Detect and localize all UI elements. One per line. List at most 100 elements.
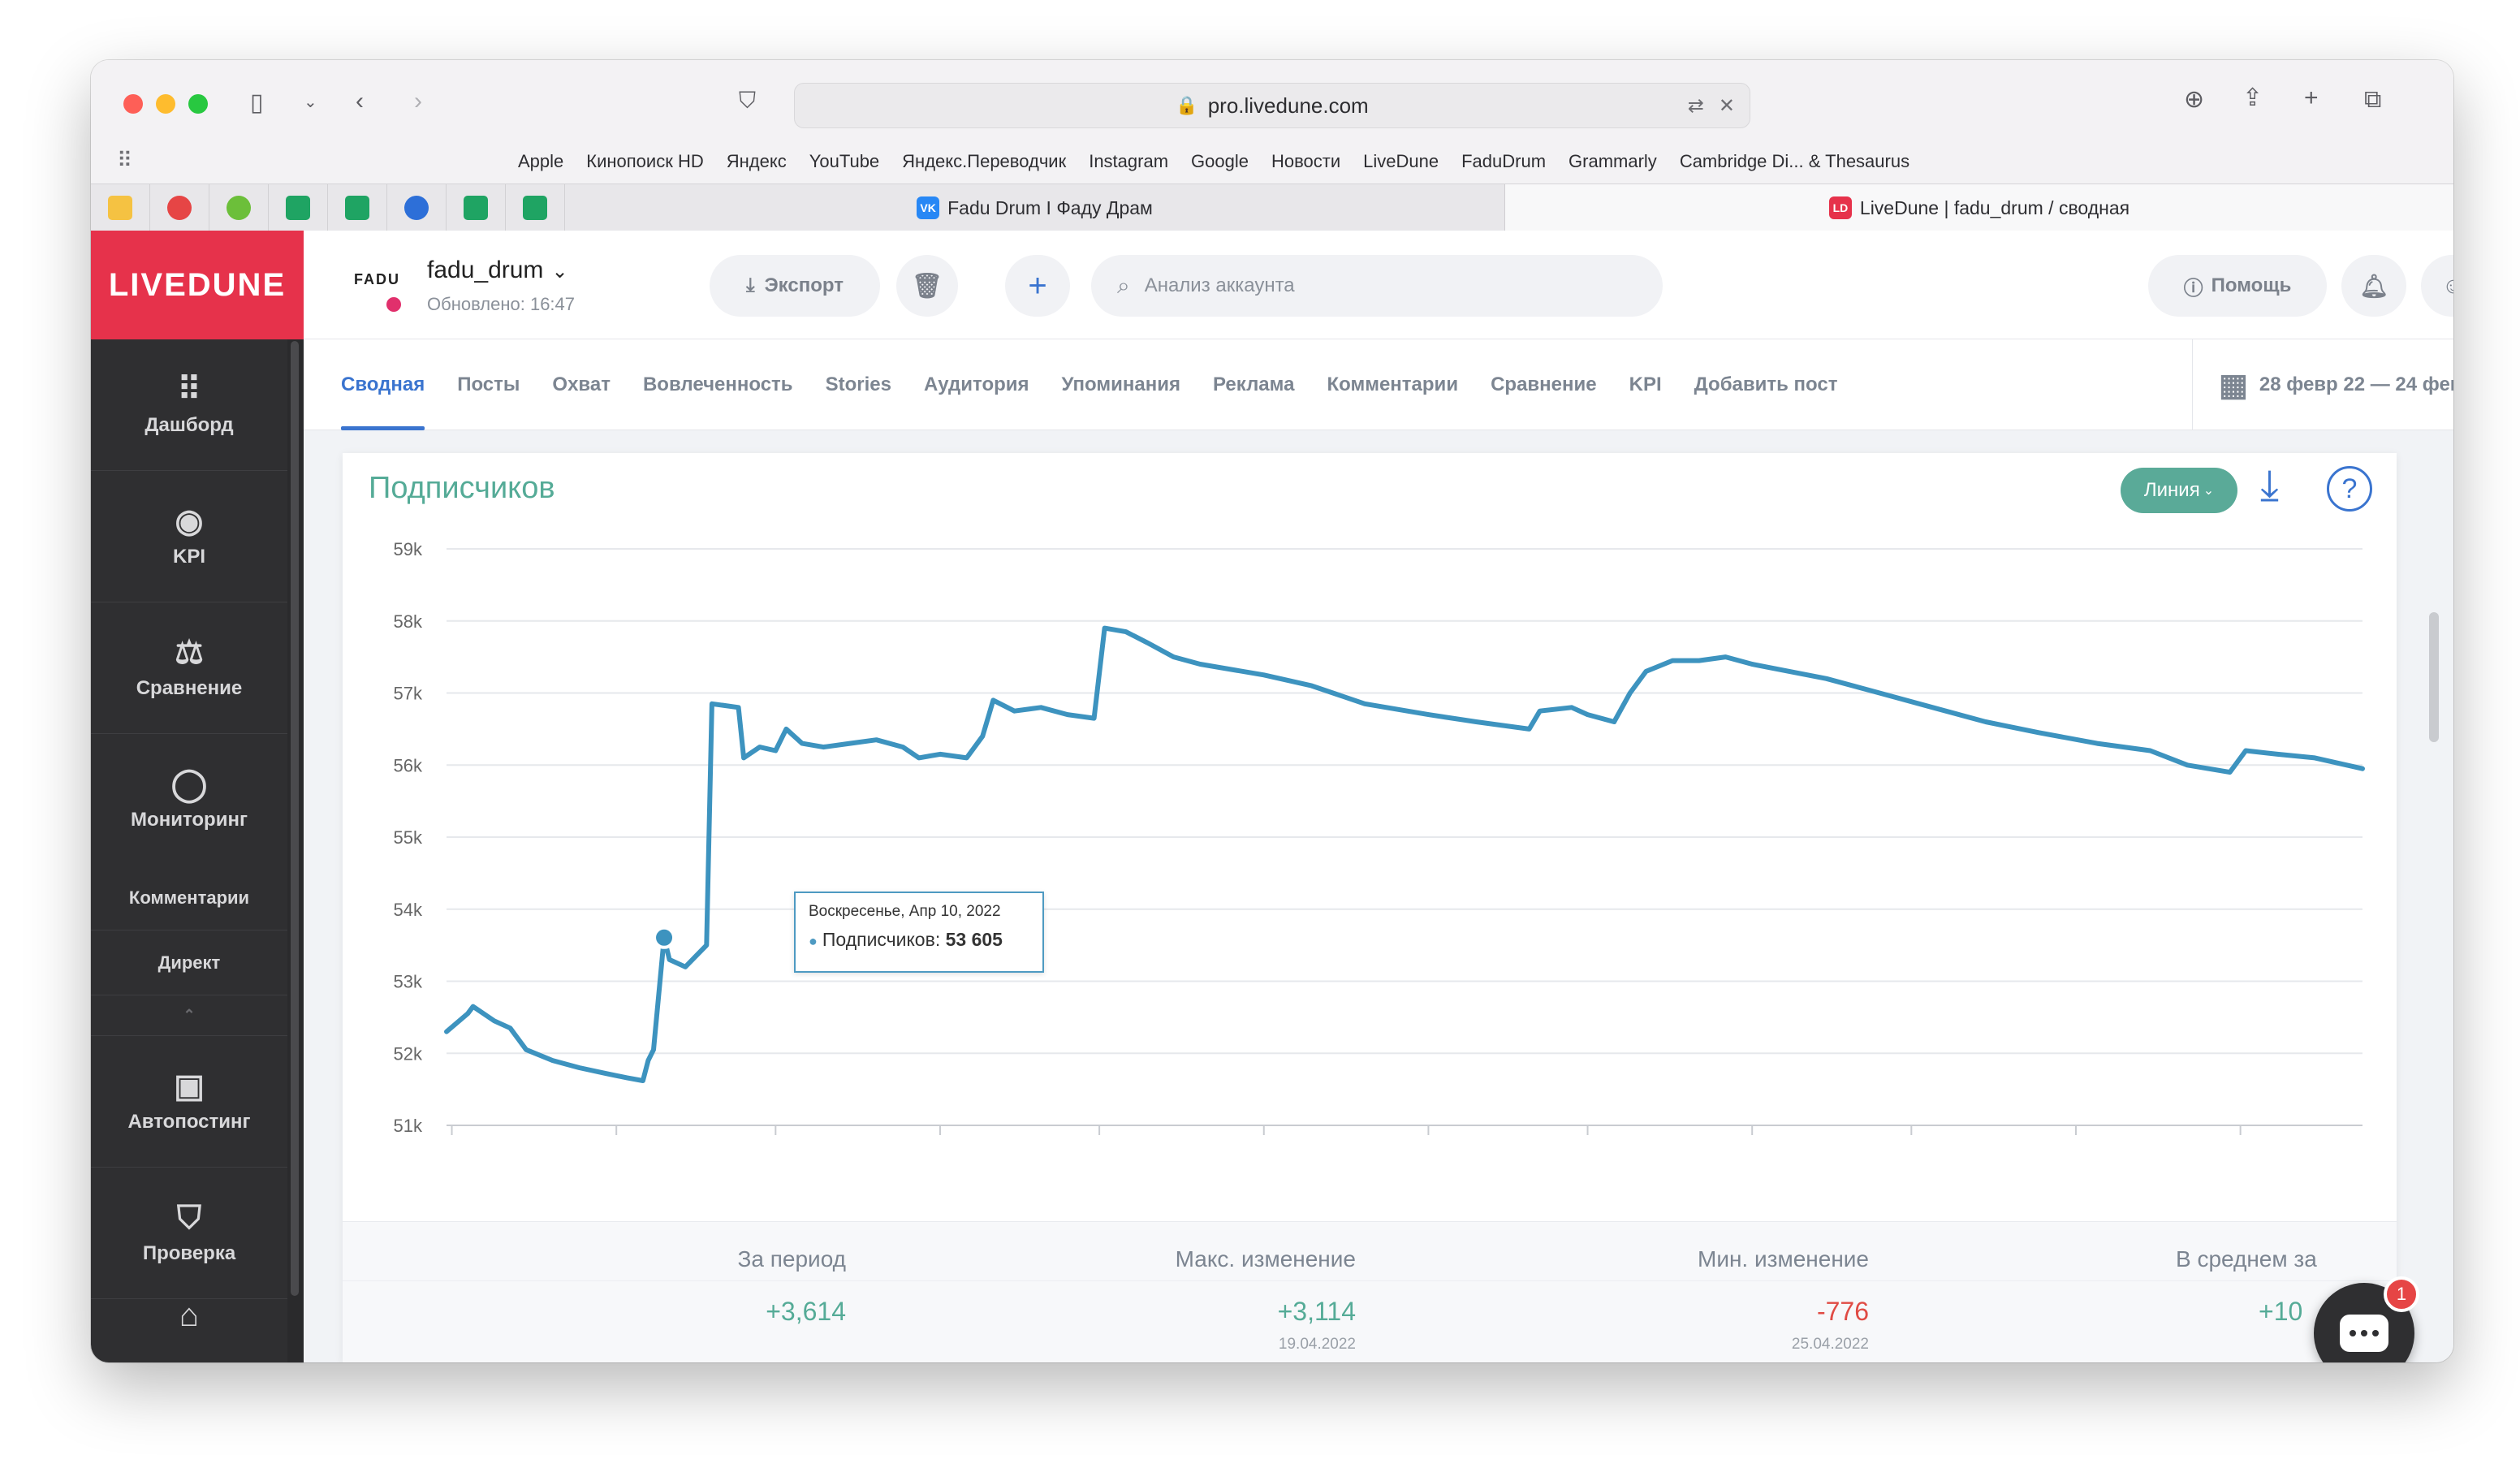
sidebar-toggle-icon[interactable]: ▯ [250,89,264,116]
apps-grid-icon[interactable]: ⠿ [117,148,133,172]
plus-icon: + [1028,267,1047,304]
tab-item[interactable]: Сводная [325,339,441,430]
export-label: Экспорт [764,274,844,296]
pinned-tab-app[interactable] [150,184,209,231]
bookmark-item[interactable]: FaduDrum [1461,151,1547,171]
account-switcher[interactable]: fadu_drum ⌄ [427,257,568,284]
bookmark-item[interactable]: Кинопоиск HD [586,151,704,171]
chevron-down-icon: ⌄ [551,261,568,283]
profile-button[interactable]: ☺ [2421,255,2453,317]
tab-item[interactable]: Реклама [1213,373,1295,395]
bookmark-item[interactable]: YouTube [809,151,880,171]
delete-button[interactable]: 🗑 [896,255,958,317]
date-range-picker[interactable]: ▦ 28 февр 22 — 24 февр 23 [2192,339,2453,430]
back-icon[interactable]: ‹ [356,88,364,114]
instagram-icon [385,296,403,313]
new-tab-icon[interactable]: + [2304,84,2319,111]
tab-item[interactable]: Вовлеченность [642,373,793,395]
tab-item[interactable]: Комментарии [1327,373,1459,395]
tab-item[interactable]: Добавить пост [1694,373,1838,395]
followers-line-chart[interactable]: 51k52k53k54k55k56k57k58k59k1. Март1. Апр… [343,526,2397,1140]
download-icon[interactable]: ⊕ [2184,86,2205,113]
pinned-tab-sheets[interactable] [447,184,506,231]
sidebar-item-monitoring[interactable]: ◯ Мониторинг [91,734,287,866]
bookmark-item[interactable]: LiveDune [1363,151,1439,171]
sheets-icon [464,196,488,220]
stat-date: 25.04.2022 [1791,1336,1869,1353]
export-button[interactable]: ⤓ Экспорт [710,255,880,317]
chevron-down-icon[interactable]: ⌄ [304,93,317,111]
browser-tab-active[interactable]: LD LiveDune | fadu_drum / сводная [1505,184,2453,231]
clear-url-icon[interactable]: ✕ [1718,94,1735,117]
notifications-button[interactable]: 🔔︎ [2341,255,2406,317]
sidebar-subitem-direct[interactable]: Директ [91,930,287,995]
tab-item[interactable]: Охват [552,373,611,395]
url-text: pro.livedune.com [1207,93,1369,118]
tab-item[interactable]: Stories [825,373,891,395]
chart-type-dropdown[interactable]: Линия ⌄ [2121,468,2237,513]
help-button[interactable]: ⓘ Помощь [2148,255,2327,317]
tab-overview-icon[interactable]: ⧉ [2364,86,2382,113]
y-tick-label: 51k [394,1116,423,1136]
tooltip-date: Воскресенье, Апр 10, 2022 [809,903,1001,920]
sidebar-item-check[interactable]: ⛉ Проверка [91,1168,287,1299]
pinned-tab-sheets[interactable] [328,184,387,231]
browser-window: ▯ ⌄ ‹ › ⛉ 🔒 pro.livedune.com ⇄ ✕ ⊕ ⇪ + ⧉… [91,60,2453,1362]
collapse-chevron-icon[interactable]: ⌃ [91,995,287,1036]
mail-icon [108,196,132,220]
minimize-window-button[interactable] [156,94,175,114]
stat-period: За период +3,614 [343,1222,846,1362]
bookmark-item[interactable]: Cambridge Di... & Thesaurus [1679,151,1910,171]
stat-value: +3,614 [766,1297,846,1326]
sidebar-subitem-comments[interactable]: Комментарии [91,866,287,930]
share-icon[interactable]: ⇪ [2242,84,2263,111]
privacy-shield-icon[interactable]: ⛉ [739,88,757,113]
close-window-button[interactable] [123,94,143,114]
series-dot-icon: ● [809,933,818,949]
sidebar-item-dashboard[interactable]: ⠿ Дашборд [91,339,287,471]
stat-min-change: Мин. изменение -776 25.04.2022 [343,1222,1869,1362]
stat-max-change: Макс. изменение +3,114 19.04.2022 [343,1222,1356,1362]
tab-item[interactable]: Аудитория [923,373,1029,395]
sidebar-scrollbar[interactable] [287,339,304,1362]
bookmark-item[interactable]: Google [1191,151,1249,171]
sidebar-item-autoposting[interactable]: ▣ Автопостинг [91,1036,287,1168]
stat-average: В среднем за +10 [1885,1222,2388,1362]
livedune-icon: LD [1828,196,1852,219]
pinned-tab-app[interactable] [209,184,269,231]
stat-value: +3,114 [1277,1297,1356,1326]
highlight-point [653,926,676,949]
bookmark-item[interactable]: Яндекс.Переводчик [902,151,1067,171]
pinned-tab-sheets[interactable] [506,184,565,231]
sidebar-item-label: KPI [172,545,205,568]
tab-item[interactable]: Сравнение [1491,373,1597,395]
tab-item[interactable]: Упоминания [1061,373,1180,395]
pinned-tab-gmail[interactable] [91,184,150,231]
support-chat-button[interactable]: 1 [2314,1276,2419,1362]
help-circle-icon[interactable]: ? [2327,466,2372,512]
sidebar-item-comparison[interactable]: ⚖ Сравнение [91,602,287,734]
bookmark-item[interactable]: Grammarly [1569,151,1657,171]
sidebar-item-kpi[interactable]: ◉ KPI [91,471,287,602]
address-bar[interactable]: 🔒 pro.livedune.com ⇄ ✕ [794,83,1750,128]
chat-icon [2340,1315,2388,1352]
sidebar-item-more[interactable]: ⌂ [91,1299,287,1348]
tab-item[interactable]: KPI [1629,373,1662,395]
page-scrollbar[interactable] [2429,612,2439,742]
bookmark-item[interactable]: Новости [1271,151,1341,171]
pinned-tab-sheets[interactable] [269,184,328,231]
add-account-button[interactable]: + [1005,255,1070,317]
bookmark-item[interactable]: Яндекс [726,151,787,171]
bookmark-item[interactable]: Instagram [1089,151,1169,171]
forward-icon[interactable]: › [414,88,422,114]
browser-tab[interactable]: VK Fadu Drum I Фаду Драм [565,184,1505,231]
y-tick-label: 58k [394,611,423,632]
tab-item[interactable]: Посты [457,373,520,395]
translate-icon[interactable]: ⇄ [1687,94,1704,117]
livedune-logo[interactable]: LIVEDUNE [91,231,304,339]
download-chart-icon[interactable]: ⤓ [2260,462,2279,509]
account-search-input[interactable]: ⌕ Анализ аккаунта [1091,255,1663,317]
maximize-window-button[interactable] [188,94,208,114]
pinned-tab-app[interactable] [387,184,447,231]
bookmark-item[interactable]: Apple [518,151,564,171]
